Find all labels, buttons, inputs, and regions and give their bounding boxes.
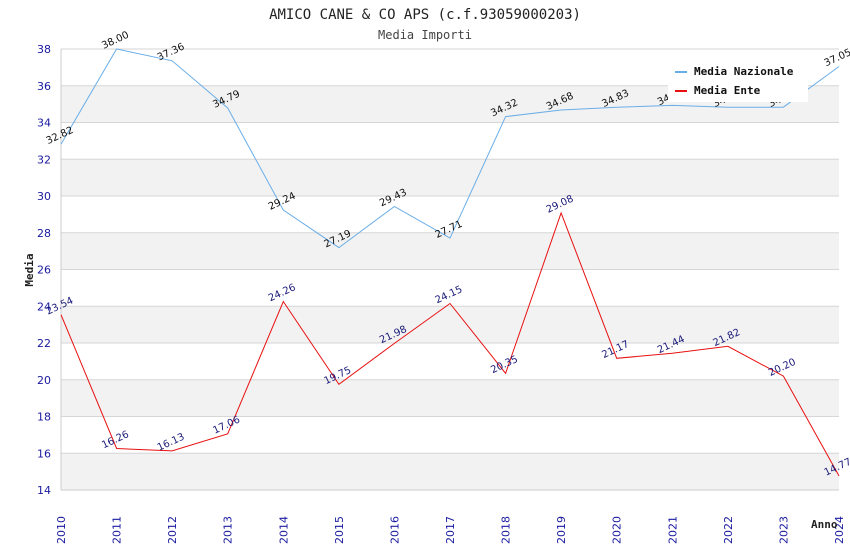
y-tick-label: 24: [37, 300, 51, 313]
x-tick-label: 2021: [666, 516, 679, 544]
x-tick-label: 2020: [611, 516, 624, 544]
legend-box: [668, 60, 808, 102]
x-tick-label: 2011: [111, 516, 124, 544]
chart-title: AMICO CANE & CO APS (c.f.93059000203): [269, 7, 581, 23]
y-tick-label: 26: [37, 264, 51, 277]
x-axis-ticks: 2010 2011 2012 2013 2014 2015 2016 2017 2018 2019…: [55, 516, 846, 544]
y-tick-label: 14: [37, 484, 51, 497]
legend: Media Nazionale Media Ente: [668, 60, 808, 102]
grid-band: [61, 343, 839, 380]
grid-band: [61, 122, 839, 160]
y-tick-label: 16: [37, 447, 51, 460]
x-tick-label: 2013: [222, 516, 235, 544]
x-tick-label: 2017: [444, 516, 457, 544]
x-tick-label: 2015: [333, 516, 346, 544]
chart-subtitle: Media Importi: [378, 28, 472, 42]
y-tick-label: 22: [37, 337, 51, 350]
y-tick-label: 34: [37, 117, 51, 130]
x-tick-label: 2012: [166, 516, 179, 544]
x-tick-label: 2016: [388, 516, 401, 544]
grid-band: [61, 269, 839, 307]
grid-band: [61, 306, 839, 343]
y-axis-ticks: 14 16 18 20 22 24 26 28 30 32 34 36 38: [37, 43, 51, 497]
x-axis-label: Anno: [811, 518, 838, 531]
series-lines: [60, 48, 840, 477]
grid-band: [61, 416, 839, 454]
x-tick-label: 2022: [722, 516, 735, 544]
y-tick-label: 20: [37, 374, 51, 387]
grid-band: [61, 379, 839, 417]
y-tick-label: 18: [37, 411, 51, 424]
x-tick-label: 2014: [277, 516, 290, 544]
x-tick-label: 2023: [777, 516, 790, 544]
x-tick-label: 2019: [555, 516, 568, 544]
y-axis-label: Media: [23, 253, 36, 286]
y-tick-label: 38: [37, 43, 51, 56]
data-label: 38.00: [100, 30, 131, 52]
x-tick-label: 2018: [500, 516, 513, 544]
y-tick-label: 28: [37, 227, 51, 240]
series-line-media-ente: [60, 211, 840, 477]
y-tick-label: 36: [37, 80, 51, 93]
grid-band: [61, 232, 839, 270]
legend-label-media-nazionale: Media Nazionale: [694, 65, 794, 78]
legend-label-media-ente: Media Ente: [694, 84, 761, 97]
x-tick-label: 2024: [833, 516, 846, 544]
grid-band: [61, 196, 839, 233]
grid-bands: [60, 48, 839, 491]
y-tick-label: 30: [37, 190, 51, 203]
grid-band: [61, 159, 839, 196]
series-line-media-nazionale: [60, 48, 840, 249]
x-tick-label: 2010: [55, 516, 68, 544]
y-tick-label: 32: [37, 153, 51, 166]
grid-band: [61, 453, 839, 490]
